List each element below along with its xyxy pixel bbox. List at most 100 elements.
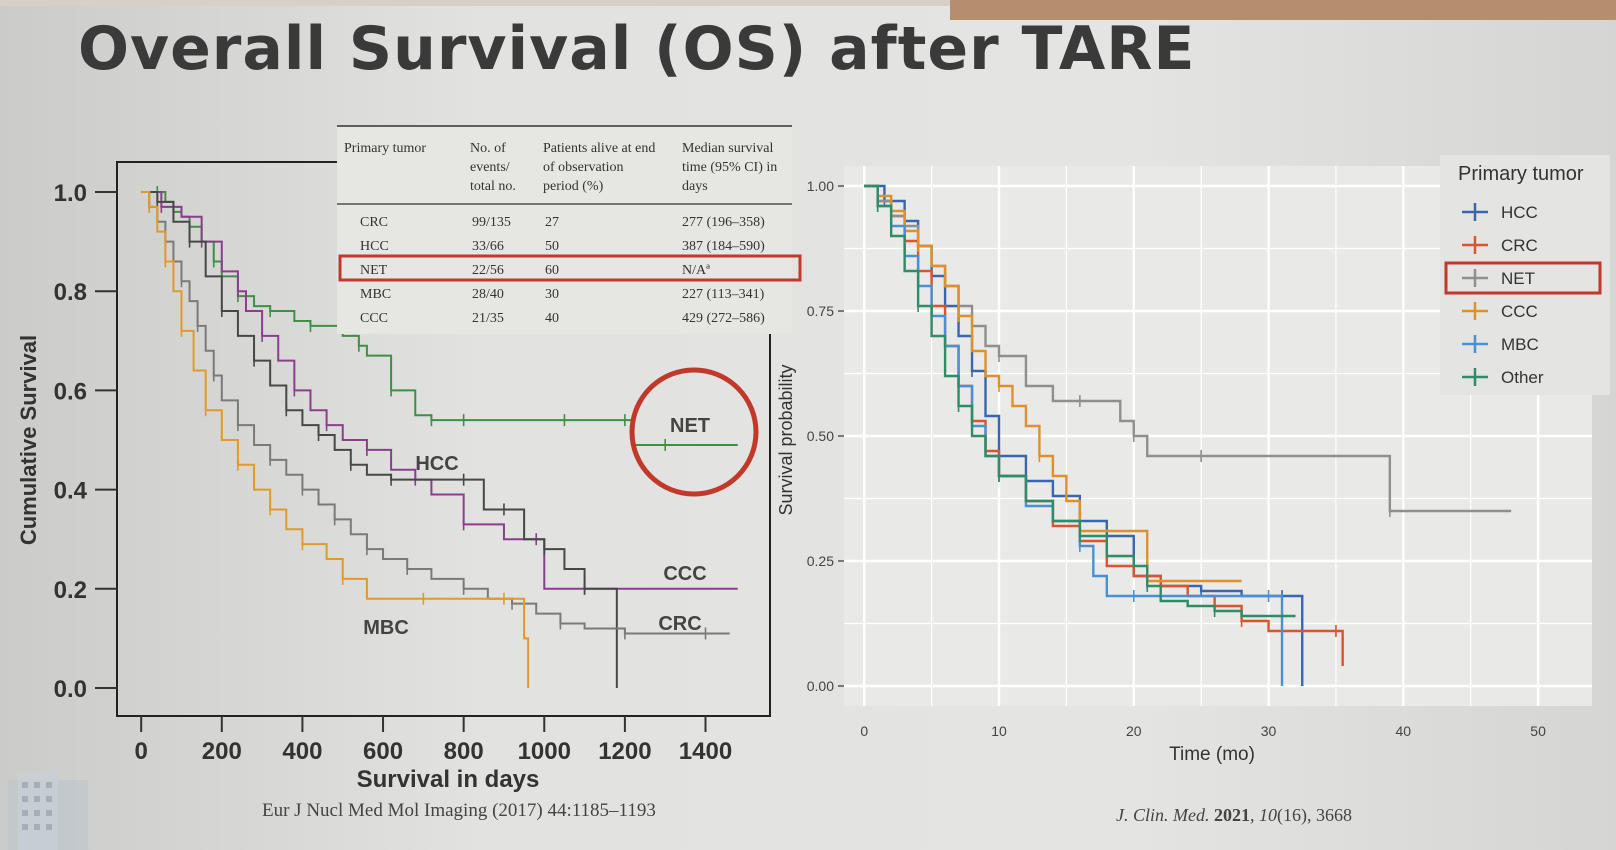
legend-item-ccc: CCC xyxy=(1501,302,1538,321)
legend: Primary tumor HCC CRC NET CCC MBC Other xyxy=(1440,155,1610,395)
x-tick-label: 1000 xyxy=(518,738,571,765)
citation-year: 2021 xyxy=(1213,805,1250,825)
citation-journal: J. Clin. Med. xyxy=(1116,805,1210,825)
legend-item-other: Other xyxy=(1501,368,1544,387)
km-curve-crc xyxy=(141,191,730,635)
citation-volume: 10 xyxy=(1258,805,1277,825)
net-row-highlight xyxy=(338,254,802,282)
series-hcc xyxy=(141,191,618,688)
x-tick-label: 400 xyxy=(282,738,322,765)
table-cell: 60 xyxy=(545,263,559,278)
table-cell: 387 (184–590) xyxy=(682,239,765,254)
table-cell: 50 xyxy=(545,239,559,254)
table-cell: CRC xyxy=(360,215,388,230)
x-axis-label: Survival in days xyxy=(357,766,540,793)
km-curve-hcc xyxy=(141,191,618,688)
table-cell: 27 xyxy=(545,215,559,230)
table-header-cell: days xyxy=(682,179,708,194)
r-km-curve-other xyxy=(864,184,1296,618)
r-y-tick-label: 0.50 xyxy=(807,428,834,444)
curve-label-ccc: CCC xyxy=(663,563,706,585)
table-header-cell: of observation xyxy=(543,160,623,175)
legend-item-mbc: MBC xyxy=(1501,335,1539,354)
left-chart-group: 0.0 0.2 0.4 0.6 0.8 1.0 0 200 400 600 800 1000 1200 1… xyxy=(16,125,802,793)
table-cell: 28/40 xyxy=(472,287,504,302)
legend-item-net: NET xyxy=(1501,269,1535,288)
x-tick-label: 200 xyxy=(202,738,242,765)
legend-item-hcc: HCC xyxy=(1501,203,1538,222)
km-curve-mbc xyxy=(141,191,530,688)
table-cell: 227 (113–341) xyxy=(682,287,765,302)
table-cell: 429 (272–586) xyxy=(682,311,765,326)
table-header-cell: Median survival xyxy=(682,141,773,156)
slide-title: Overall Survival (OS) after TARE xyxy=(78,14,1196,84)
table-cell: MBC xyxy=(360,287,391,302)
top-brand-bar xyxy=(950,0,1616,20)
table-cell: CCC xyxy=(360,311,388,326)
table-cell: 22/56 xyxy=(472,263,504,278)
x-tick-label: 1400 xyxy=(679,738,732,765)
y-axis-label: Cumulative Survival xyxy=(16,335,41,545)
table-background xyxy=(337,126,792,334)
curve-label-crc: CRC xyxy=(658,613,701,635)
legend-title: Primary tumor xyxy=(1458,163,1584,185)
table-header-cell: period (%) xyxy=(543,179,604,194)
y-tick-label: 0.0 xyxy=(54,676,87,703)
y-tick-label: 0.8 xyxy=(54,279,87,306)
r-x-tick-label: 40 xyxy=(1396,723,1412,739)
curve-label-net: NET xyxy=(670,415,710,437)
table-cell: 277 (196–358) xyxy=(682,215,765,230)
citation-right: J. Clin. Med. 2021, 10(16), 3668 xyxy=(1116,805,1352,825)
x-tick-label: 600 xyxy=(363,738,403,765)
y-tick-label: 0.4 xyxy=(54,478,88,505)
curve-label-mbc: MBC xyxy=(363,617,409,639)
r-x-tick-label: 10 xyxy=(991,723,1007,739)
km-curve-ccc xyxy=(141,191,738,590)
r-km-curve-net xyxy=(864,184,1512,513)
legend-net-highlight xyxy=(1444,261,1602,295)
top-accent-bar xyxy=(0,0,950,6)
r-x-tick-label: 0 xyxy=(860,723,868,739)
net-highlight-circle xyxy=(629,367,759,497)
r-x-tick-label: 20 xyxy=(1126,723,1142,739)
table-cell: N/Aª xyxy=(682,263,710,278)
legend-background xyxy=(1440,155,1610,395)
table-cell: 33/66 xyxy=(472,239,504,254)
series-mbc xyxy=(141,191,530,688)
r-y-tick-label: 1.00 xyxy=(807,178,834,194)
hospital-building-logo xyxy=(8,772,88,850)
r-series-other xyxy=(864,184,1296,618)
r-x-tick-label: 50 xyxy=(1530,723,1546,739)
survival-table: Primary tumor No. of events/total no. Patie… xyxy=(337,125,802,334)
r-x-axis-label: Time (mo) xyxy=(1169,744,1255,765)
table-cell: 40 xyxy=(545,311,559,326)
table-header-cell: time (95% CI) in xyxy=(682,160,777,175)
curve-label-hcc: HCC xyxy=(415,453,458,475)
table-header-cell: No. of xyxy=(470,141,506,156)
y-tick-label: 1.0 xyxy=(54,180,87,207)
citation-issue: (16), 3668 xyxy=(1276,805,1352,825)
r-x-tick-label: 30 xyxy=(1261,723,1277,739)
table-cell: HCC xyxy=(360,239,389,254)
citation-left: Eur J Nucl Med Mol Imaging (2017) 44:118… xyxy=(262,800,656,821)
table-header-cell: total no. xyxy=(470,179,516,194)
table-header-cell: Patients alive at end xyxy=(543,141,655,156)
x-tick-label: 1200 xyxy=(598,738,651,765)
r-y-axis-label: Survival probability xyxy=(776,364,796,515)
r-y-tick-label: 0.25 xyxy=(807,553,834,569)
table-cell: 99/135 xyxy=(472,215,511,230)
right-chart-group: 0.00 0.25 0.50 0.75 1.00 0 10 20 30 40 50 Time (mo)… xyxy=(776,155,1610,765)
table-cell: 30 xyxy=(545,287,559,302)
table-cell: NET xyxy=(360,263,388,278)
legend-item-crc: CRC xyxy=(1501,236,1538,255)
x-tick-label: 800 xyxy=(444,738,484,765)
table-header-cell: Primary tumor xyxy=(344,141,426,156)
table-cell: 21/35 xyxy=(472,311,504,326)
r-y-tick-label: 0.00 xyxy=(807,678,834,694)
series-crc xyxy=(141,191,730,640)
y-tick-label: 0.2 xyxy=(54,577,87,604)
table-header-cell: events/ xyxy=(470,160,510,175)
r-y-tick-label: 0.75 xyxy=(807,303,834,319)
